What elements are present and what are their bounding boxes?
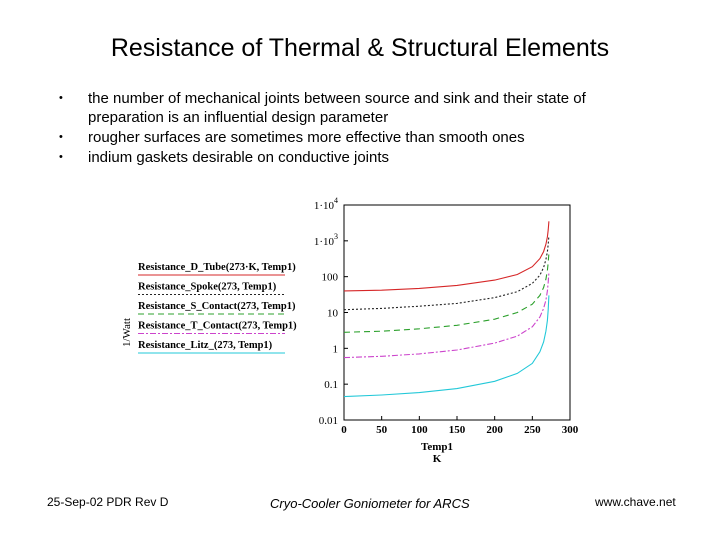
legend-label: Resistance_S_Contact(273, Temp1) [138, 301, 296, 312]
series-line [343, 235, 550, 311]
x-tick-label: 300 [562, 424, 579, 436]
legend-label: Resistance_T_Contact(273, Temp1) [138, 321, 297, 332]
y-axis-ticks: 1·104 1·103 100 10 1 0.1 0.01 [314, 196, 348, 427]
plot-frame [343, 204, 571, 421]
footer-date: 25-Sep-02 PDR Rev D [47, 495, 169, 509]
x-tick-label: 50 [376, 424, 388, 436]
y-tick-label: 1·103 [314, 232, 338, 248]
x-tick-label: 200 [486, 424, 503, 436]
x-tick-label: 100 [411, 424, 428, 436]
bullet-text: rougher surfaces are sometimes more effe… [88, 129, 525, 146]
footer-website: www.chave.net [595, 495, 676, 509]
x-tick-label: 250 [524, 424, 541, 436]
bullet-item: • the number of mechanical joints between… [55, 89, 655, 127]
y-tick-label: 1 [333, 343, 339, 355]
bullet-dot-icon: • [59, 151, 63, 163]
y-tick-label: 0.01 [319, 415, 338, 427]
chart-legend: Resistance_D_Tube(273·K, Temp1) Resistanc… [138, 262, 297, 354]
y-tick-label: 1·104 [314, 196, 338, 212]
slide-title: Resistance of Thermal & Structural Eleme… [110, 34, 610, 62]
resistance-chart: Resistance_D_Tube(273·K, Temp1) Resistanc… [121, 196, 579, 465]
x-tick-label: 0 [341, 424, 347, 436]
legend-label: Resistance_Litz_(273, Temp1) [138, 340, 273, 351]
legend-label: Resistance_D_Tube(273·K, Temp1) [138, 262, 296, 273]
series-line [343, 295, 550, 398]
plot-area [343, 204, 571, 421]
series-line [343, 221, 550, 292]
bullet-item: • rougher surfaces are sometimes more eff… [55, 128, 655, 147]
y-tick-label: 10 [327, 308, 339, 320]
series-line [343, 272, 550, 359]
bullet-item: • indium gaskets desirable on conductive … [55, 148, 655, 167]
x-tick-label: 150 [449, 424, 466, 436]
bullet-dot-icon: • [59, 131, 63, 143]
y-axis-label: 1/Watt [121, 318, 133, 347]
footer-project: Cryo-Cooler Goniometer for ARCS [270, 496, 470, 511]
bullet-text: indium gaskets desirable on conductive j… [88, 149, 390, 166]
x-axis-label: Temp1 [421, 441, 453, 453]
x-axis-ticks: 0 50 100 150 200 250 300 [341, 416, 579, 436]
x-axis-unit: K [433, 453, 442, 465]
y-tick-label: 100 [322, 272, 339, 284]
legend-label: Resistance_Spoke(273, Temp1) [138, 282, 277, 293]
bullet-list: • the number of mechanical joints between… [55, 89, 655, 168]
bullet-text: the number of mechanical joints between … [88, 90, 586, 126]
bullet-dot-icon: • [59, 92, 63, 104]
series-line [343, 253, 550, 333]
y-tick-label: 0.1 [324, 379, 338, 391]
